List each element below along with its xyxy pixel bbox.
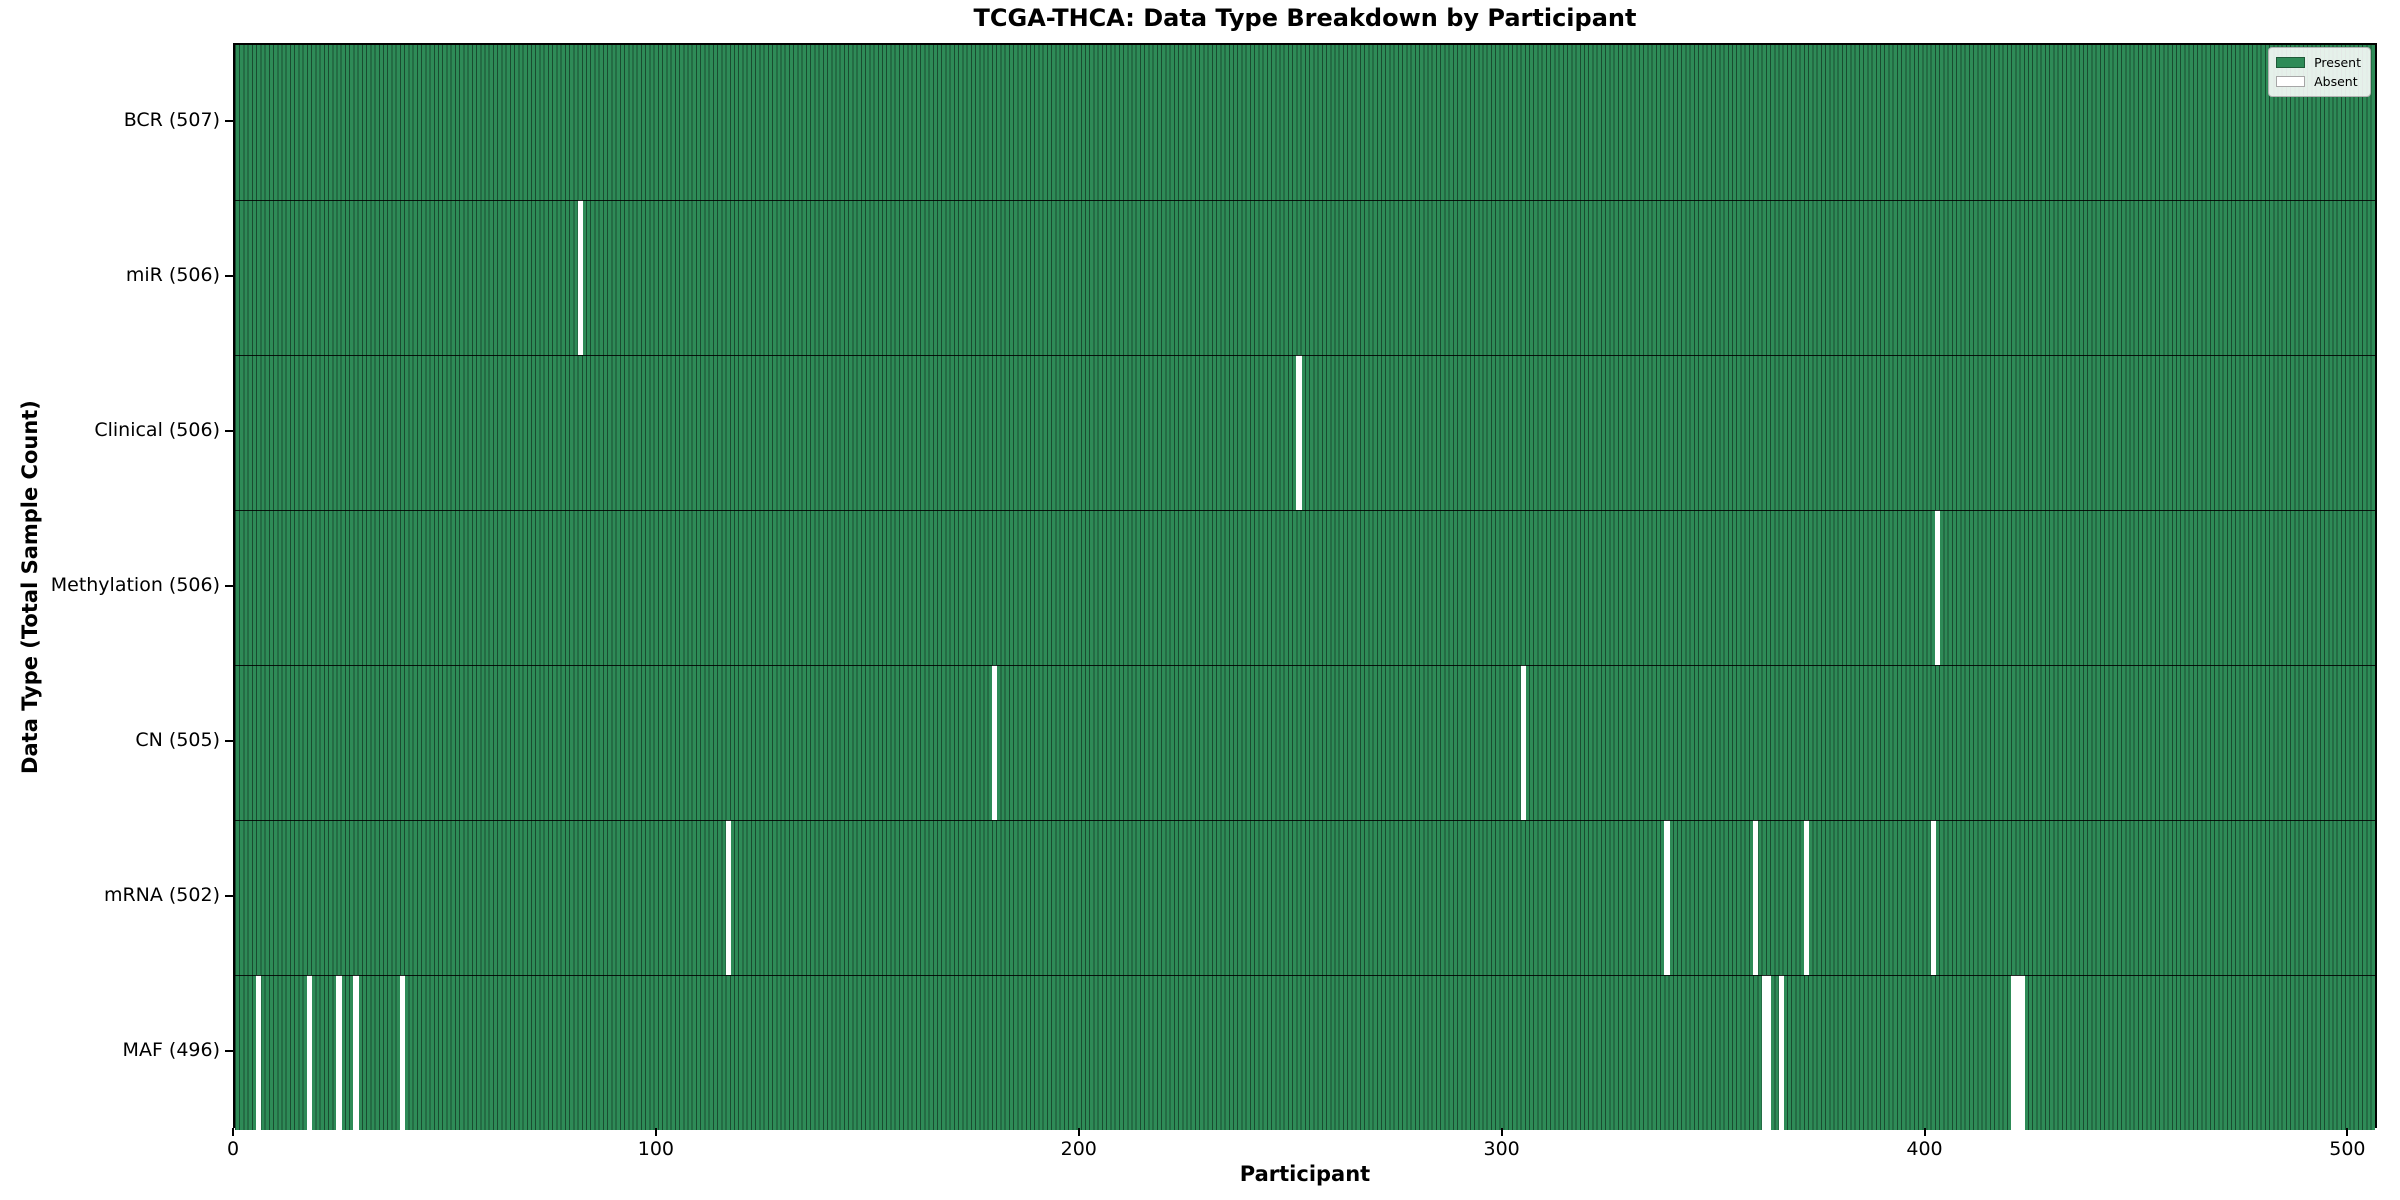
absent-gap-CN-179 <box>991 665 998 820</box>
y-tick-mark <box>225 894 233 897</box>
absent-gap-MAF-17 <box>306 975 313 1130</box>
row-separator <box>235 355 2375 356</box>
y-tick-label-mRNA: mRNA (502) <box>103 883 220 906</box>
x-tick-label-400: 400 <box>1906 1138 1943 1160</box>
row-separator <box>235 200 2375 201</box>
y-tick-label-BCR: BCR (507) <box>123 108 220 131</box>
x-tick-label-300: 300 <box>1483 1138 1520 1160</box>
y-tick-mark <box>225 584 233 587</box>
legend-entry-present: Present <box>2276 53 2361 72</box>
legend-swatch-present <box>2276 57 2306 68</box>
y-tick-mark <box>225 739 233 742</box>
absent-gap-MAF-24 <box>336 975 342 1130</box>
absent-gap-MAF-365 <box>1778 975 1784 1130</box>
absent-gap-MAF-361 <box>1761 975 1767 1130</box>
row-separator <box>235 975 2375 976</box>
absent-gap-mRNA-338 <box>1664 820 1670 975</box>
x-tick-mark <box>654 1128 657 1136</box>
legend-entry-absent: Absent <box>2276 72 2361 91</box>
y-tick-mark <box>225 429 233 432</box>
absent-gap-MAF-422 <box>2019 975 2025 1130</box>
data-row-MAF <box>235 975 2375 1130</box>
absent-gap-MAF-39 <box>399 975 406 1130</box>
row-separator <box>235 510 2375 511</box>
absent-gap-mRNA-371 <box>1803 820 1810 975</box>
absent-gap-MAF-421 <box>2015 975 2021 1130</box>
x-tick-mark <box>1077 1128 1080 1136</box>
row-separator <box>235 665 2375 666</box>
x-tick-mark <box>232 1128 234 1136</box>
absent-gap-CN-304 <box>1520 665 1526 820</box>
chart-title: TCGA-THCA: Data Type Breakdown by Partic… <box>973 4 1637 32</box>
absent-gap-MAF-28 <box>353 975 359 1130</box>
absent-gap-miR-81 <box>577 200 583 355</box>
data-row-miR <box>235 200 2375 355</box>
x-axis-label: Participant <box>1239 1162 1371 1186</box>
x-tick-label-500: 500 <box>2329 1138 2366 1160</box>
x-tick-label-200: 200 <box>1060 1138 1097 1160</box>
y-tick-label-miR: miR (506) <box>125 263 220 286</box>
plot-area <box>233 43 2377 1130</box>
y-tick-mark <box>225 119 233 122</box>
legend-label: Present <box>2314 55 2361 70</box>
y-tick-mark <box>225 1049 233 1052</box>
absent-gap-Methylation-402 <box>1934 510 1941 665</box>
absent-gap-mRNA-116 <box>725 820 731 975</box>
absent-gap-Clinical-251 <box>1296 355 1302 510</box>
absent-gap-mRNA-401 <box>1930 820 1936 975</box>
absent-gap-MAF-420 <box>2011 975 2017 1130</box>
x-tick-mark <box>1923 1128 1926 1136</box>
x-tick-label-0: 0 <box>226 1138 240 1160</box>
absent-gap-mRNA-359 <box>1753 820 1759 975</box>
y-tick-mark <box>225 274 233 277</box>
absent-gap-MAF-5 <box>256 975 262 1130</box>
absent-gap-MAF-362 <box>1765 975 1772 1130</box>
y-tick-label-CN: CN (505) <box>135 728 220 751</box>
data-row-Clinical <box>235 355 2375 510</box>
y-tick-label-Methylation: Methylation (506) <box>50 573 220 596</box>
x-tick-mark <box>1500 1128 1503 1136</box>
data-row-Methylation <box>235 510 2375 665</box>
y-tick-label-Clinical: Clinical (506) <box>94 418 220 441</box>
legend-swatch-absent <box>2276 76 2306 87</box>
legend: Present Absent <box>2268 47 2371 97</box>
data-row-CN <box>235 665 2375 820</box>
row-separator <box>235 820 2375 821</box>
legend-label: Absent <box>2314 74 2358 89</box>
x-tick-mark <box>2346 1128 2349 1136</box>
data-row-mRNA <box>235 820 2375 975</box>
x-tick-label-100: 100 <box>637 1138 674 1160</box>
data-row-BCR <box>235 45 2375 200</box>
y-tick-label-MAF: MAF (496) <box>122 1038 220 1061</box>
